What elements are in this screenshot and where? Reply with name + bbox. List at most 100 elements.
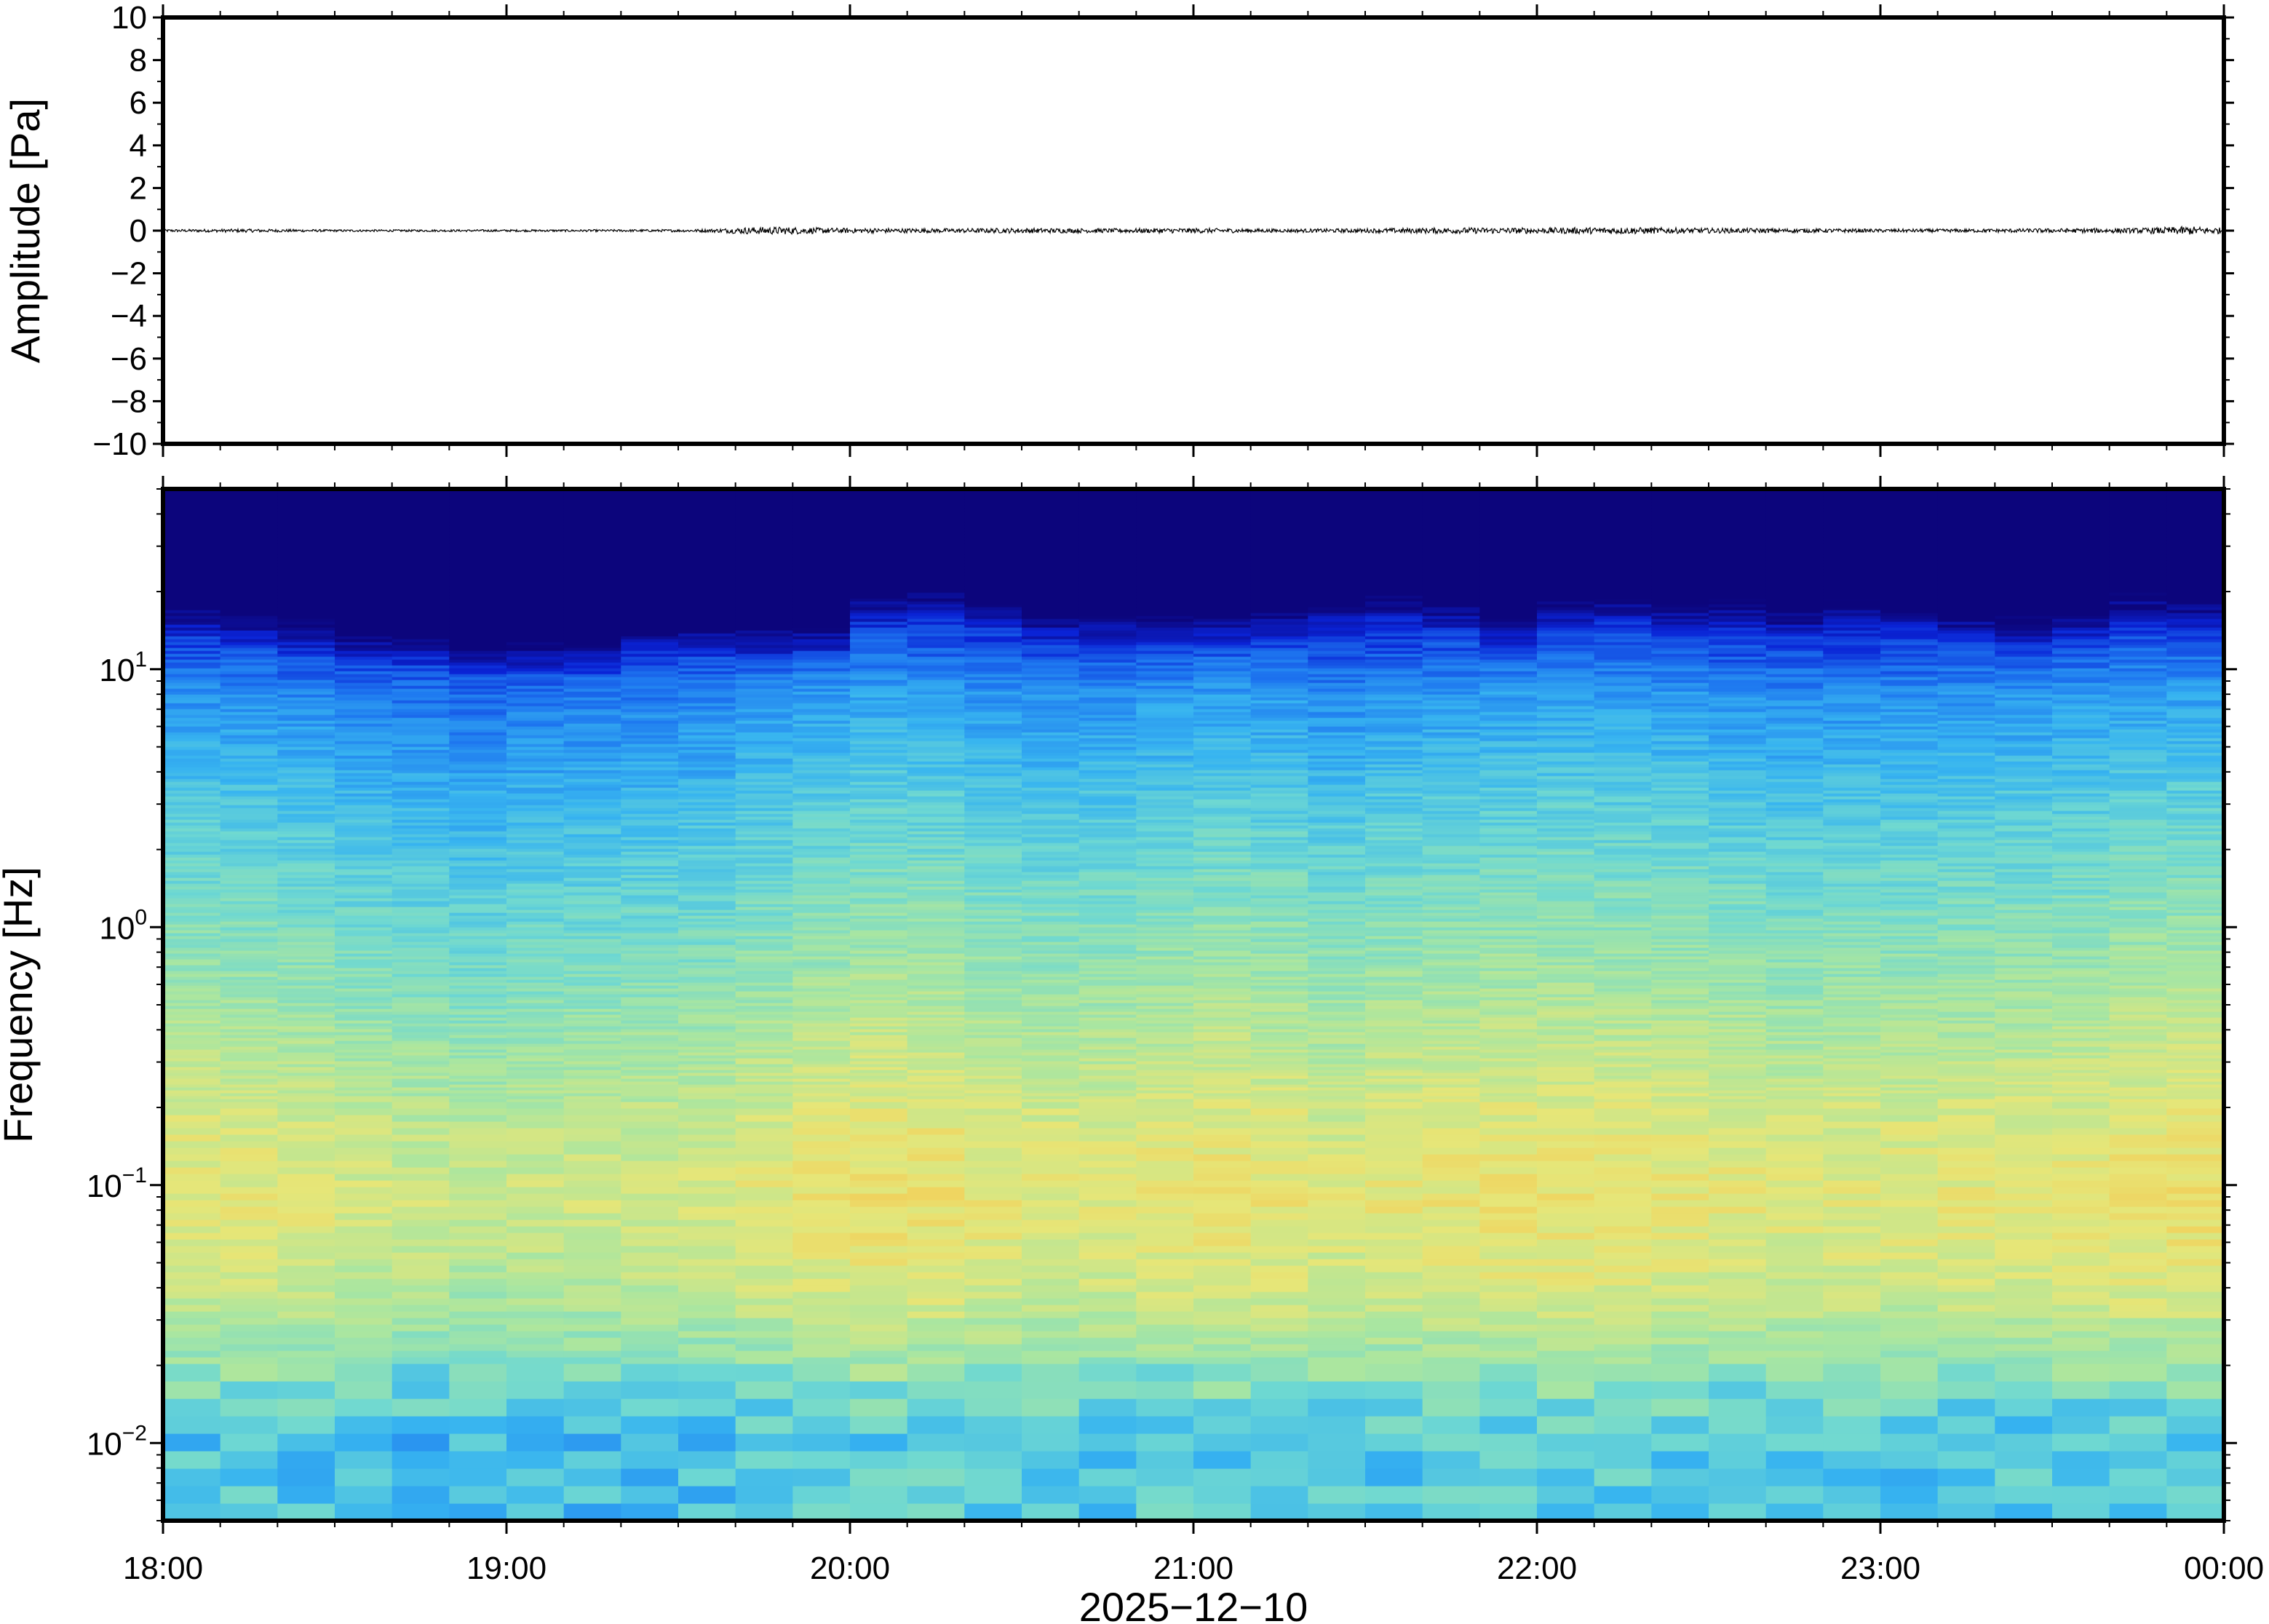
spectrogram-cell [621, 805, 679, 808]
spectrogram-cell [678, 1075, 736, 1079]
spectrogram-cell [335, 685, 393, 689]
spectrogram-cell [392, 616, 450, 619]
spectrogram-cell [1022, 729, 1080, 733]
spectrogram-cell [1136, 781, 1194, 785]
spectrogram-cell [735, 1200, 794, 1207]
spectrogram-cell [277, 1311, 335, 1318]
spectrogram-cell [392, 520, 450, 523]
spectrogram-cell [735, 525, 794, 529]
spectrogram-cell [678, 755, 736, 759]
spectrogram-cell [1078, 1357, 1137, 1364]
spectrogram-cell [678, 543, 736, 546]
spectrogram-cell [277, 636, 335, 640]
spectrogram-cell [506, 1108, 565, 1115]
spectrogram-cell [621, 912, 679, 916]
spectrogram-cell [277, 828, 335, 832]
spectrogram-cell [735, 715, 794, 718]
spectrogram-cell [392, 930, 450, 934]
spectrogram-cell [449, 755, 507, 759]
spectrogram-cell [964, 1357, 1022, 1364]
spectrogram-cell [1136, 595, 1194, 599]
spectrogram-cell [792, 680, 851, 683]
spectrogram-cell [563, 755, 622, 759]
spectrogram-cell [449, 965, 507, 968]
spectrogram-cell [678, 578, 736, 581]
spectrogram-cell [850, 1213, 908, 1220]
spectrogram-cell [621, 1081, 679, 1085]
spectrogram-cell [335, 915, 393, 919]
spectrogram-cell [1136, 1058, 1194, 1062]
spectrogram-cell [163, 1029, 221, 1032]
spectrogram-cell [1022, 1029, 1080, 1032]
spectrogram-cell [621, 1357, 679, 1364]
spectrogram-cell [1136, 1049, 1194, 1053]
spectrogram-cell [1193, 828, 1252, 832]
spectrogram-cell [392, 1344, 450, 1351]
spectrogram-cell [964, 1265, 1022, 1273]
spectrogram-cell [163, 1246, 221, 1253]
spectrogram-cell [621, 1226, 679, 1233]
spectrogram-cell [506, 1070, 565, 1073]
spectrogram-cell [907, 851, 966, 855]
spectrogram-cell [621, 627, 679, 631]
spectrogram-cell [964, 1061, 1022, 1064]
spectrogram-cell [621, 633, 679, 637]
spectrogram-cell [850, 554, 908, 558]
spectrogram-cell [735, 1239, 794, 1246]
spectrogram-cell [735, 1147, 794, 1155]
spectrogram-cell [1193, 854, 1252, 858]
spectrogram-cell [1136, 496, 1194, 500]
spectrogram-cell [850, 860, 908, 864]
spectrogram-cell [621, 1350, 679, 1358]
spectrogram-cell [277, 764, 335, 768]
spectrogram-cell [335, 1029, 393, 1032]
spectrogram-cell [1193, 726, 1252, 730]
spectrogram-cell [277, 677, 335, 680]
spectrogram-cell [964, 732, 1022, 736]
spectrogram-cell [563, 1038, 622, 1041]
spectrogram-cell [907, 1213, 966, 1220]
spectrogram-cell [907, 819, 966, 823]
spectrogram-cell [1136, 1081, 1194, 1085]
spectrogram-cell [277, 1344, 335, 1351]
spectrogram-cell [1193, 1052, 1252, 1056]
spectrogram-cell [220, 933, 279, 936]
spectrogram-cell [1136, 546, 1194, 549]
spectrogram-cell [1136, 1099, 1194, 1102]
spectrogram-cell [735, 1486, 794, 1504]
spectrogram-cell [335, 621, 393, 625]
spectrogram-cell [792, 1008, 851, 1012]
spectrogram-cell [563, 1078, 622, 1082]
spectrogram-cell [907, 869, 966, 872]
spectrogram-cell [1078, 1061, 1137, 1064]
spectrogram-cell [621, 697, 679, 701]
spectrogram-cell [449, 770, 507, 773]
spectrogram-cell [1136, 581, 1194, 584]
spectrogram-cell [678, 1096, 736, 1099]
spectrogram-cell [678, 642, 736, 645]
spectrogram-cell [163, 1064, 221, 1067]
spectrogram-cell [621, 502, 679, 506]
spectrogram-cell [1022, 1075, 1080, 1079]
spectrogram-cell [792, 831, 851, 835]
spectrogram-cell [907, 947, 966, 951]
spectrogram-cell [792, 819, 851, 823]
spectrogram-cell [678, 636, 736, 640]
spectrogram-cell [449, 656, 507, 660]
spectrogram-cell [1078, 764, 1137, 768]
spectrogram-cell [220, 796, 279, 800]
spectrogram-cell [506, 1357, 565, 1364]
spectrogram-cell [1136, 1252, 1194, 1259]
spectrogram-cell [277, 1213, 335, 1220]
spectrogram-cell [506, 816, 565, 820]
spectrogram-cell [678, 522, 736, 526]
spectrogram-cell [792, 1318, 851, 1325]
spectrogram-cell [678, 540, 736, 544]
spectrogram-cell [1078, 886, 1137, 890]
spectrogram-cell [907, 1167, 966, 1174]
spectrogram-cell [621, 1020, 679, 1024]
spectrogram-cell [735, 578, 794, 581]
spectrogram-cell [506, 1102, 565, 1109]
spectrogram-cell [1136, 773, 1194, 776]
spectrogram-cell [1136, 1017, 1194, 1021]
